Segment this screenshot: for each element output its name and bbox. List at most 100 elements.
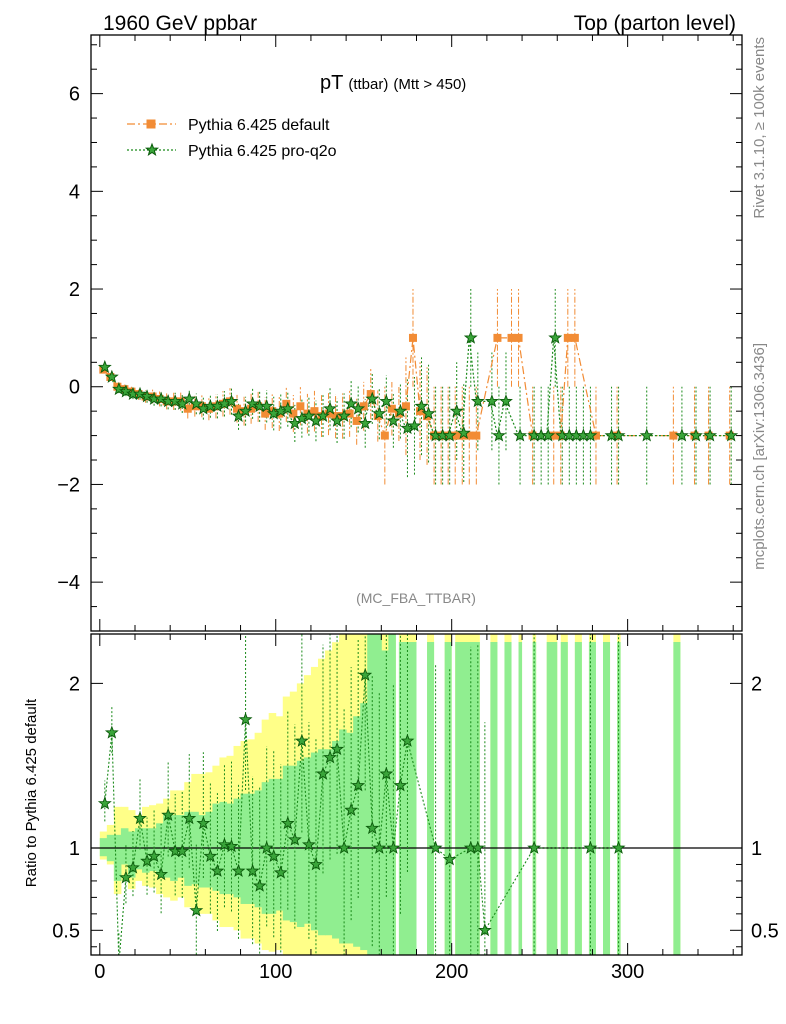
ratio-band-stat	[163, 815, 171, 878]
pro-q2o-marker	[470, 394, 485, 408]
pro-q2o-marker	[259, 398, 274, 413]
ratio-band-stat	[427, 642, 435, 955]
ratio-band-stat	[275, 778, 284, 911]
ratio-marker	[133, 811, 147, 825]
pro-q2o-marker	[344, 396, 359, 410]
ratio-band-stat	[574, 642, 582, 955]
ratio-band-stat	[149, 828, 157, 872]
ratio-band-stat	[504, 642, 512, 955]
pro-q2o-marker	[154, 391, 169, 405]
mcplots-label: mcplots.cern.ch [arXiv:1306.3436]	[751, 343, 768, 570]
ratio-band-stat	[113, 834, 122, 881]
ratio-marker	[386, 840, 401, 854]
default-marker	[366, 390, 375, 399]
pro-q2o-marker	[442, 428, 457, 442]
default-series-line	[102, 337, 730, 438]
ratio-marker	[182, 811, 197, 825]
ratio-marker	[365, 820, 380, 835]
legend-label-proq2o: Pythia 6.425 pro-q2o	[188, 143, 337, 160]
xtick-label: 200	[435, 961, 468, 983]
default-marker	[380, 431, 389, 440]
ratio-marker	[309, 857, 323, 871]
axes: −4 −2 0 2 4 6 0 100 200 300 0.5 0.5 1 1 2 2	[52, 35, 779, 983]
pro-q2o-marker	[97, 359, 112, 374]
pro-q2o-marker	[111, 381, 126, 396]
ratio-marker	[147, 848, 162, 863]
ratio-marker	[301, 837, 316, 851]
pro-q2o-marker	[414, 398, 429, 413]
ratio-marker	[161, 807, 176, 821]
ratio-band-stat	[346, 732, 354, 944]
ratio-marker	[379, 766, 394, 780]
pro-q2o-marker	[674, 428, 689, 442]
ratio-band-stat	[673, 642, 681, 955]
ratio-ytick-label-right: 0.5	[751, 920, 779, 942]
pro-q2o-marker	[513, 428, 527, 442]
legend-marker-default	[146, 119, 156, 129]
ratio-band-stat	[184, 811, 192, 886]
ratio-marker	[470, 840, 485, 854]
pro-q2o-marker	[140, 389, 154, 403]
ratio-ytick-label: 2	[69, 673, 80, 695]
ratio-band-stat	[588, 642, 596, 955]
default-marker	[387, 404, 396, 413]
legend-marker-proq2o	[144, 142, 160, 157]
ratio-ytick-label: 0.5	[52, 920, 80, 942]
pro-q2o-marker	[372, 406, 387, 420]
pro-q2o-marker	[611, 428, 626, 442]
pro-q2o-marker	[245, 396, 260, 410]
ratio-band-stat	[127, 831, 136, 878]
ratio-marker	[224, 839, 239, 853]
pro-q2o-marker	[316, 408, 330, 422]
ratio-marker	[323, 750, 337, 764]
ratio-marker	[280, 816, 295, 830]
pro-q2o-marker	[224, 394, 239, 408]
ratio-series-line	[104, 675, 619, 955]
header-right-label: Top (parton level)	[574, 12, 736, 35]
pro-q2o-marker	[463, 330, 478, 344]
default-marker	[465, 431, 474, 440]
default-marker	[408, 333, 417, 342]
default-marker	[183, 404, 192, 413]
ratio-band-stat	[388, 634, 396, 955]
ratio-marker	[611, 840, 626, 854]
pro-q2o-marker	[456, 425, 471, 440]
pro-q2o-series-line	[102, 337, 730, 437]
ratio-marker	[266, 848, 281, 863]
default-marker	[416, 407, 425, 416]
ratio-marker	[344, 802, 359, 817]
default-marker	[591, 431, 600, 440]
default-marker	[352, 416, 361, 425]
ratio-band-stat	[99, 838, 108, 857]
plot-title: pT (ttbar) (Mtt > 450)	[320, 72, 466, 94]
ratio-marker	[196, 816, 211, 830]
pro-q2o-marker	[724, 428, 739, 442]
ratio-band-stat	[120, 828, 129, 865]
pro-q2o-marker	[168, 394, 183, 408]
ratio-band-stat	[490, 642, 498, 955]
default-marker	[247, 404, 256, 413]
ratio-marker	[358, 667, 373, 682]
pro-q2o-marker	[365, 391, 380, 405]
pro-q2o-marker	[238, 403, 253, 418]
pro-q2o-marker	[407, 418, 422, 432]
top-ytick-label: 4	[69, 181, 80, 203]
rivet-version-label: Rivet 3.1.10, ≥ 100k events	[751, 37, 768, 219]
ratio-uncertainty-bands	[99, 634, 681, 955]
default-marker	[451, 431, 460, 440]
ratio-marker	[252, 878, 267, 892]
pro-q2o-marker	[689, 428, 703, 442]
default-marker	[472, 431, 481, 440]
ratio-band-stat	[603, 642, 611, 955]
ratio-marker	[428, 840, 443, 854]
ratio-band-stat	[317, 749, 326, 936]
pro-q2o-marker	[337, 408, 352, 422]
pro-q2o-marker	[499, 394, 513, 408]
top-ytick-label: −4	[57, 572, 80, 594]
ratio-plot-data	[91, 634, 742, 955]
ratio-marker	[217, 837, 232, 851]
default-marker	[507, 333, 516, 342]
pro-q2o-marker	[280, 401, 295, 415]
ratio-band-stat	[360, 703, 368, 951]
